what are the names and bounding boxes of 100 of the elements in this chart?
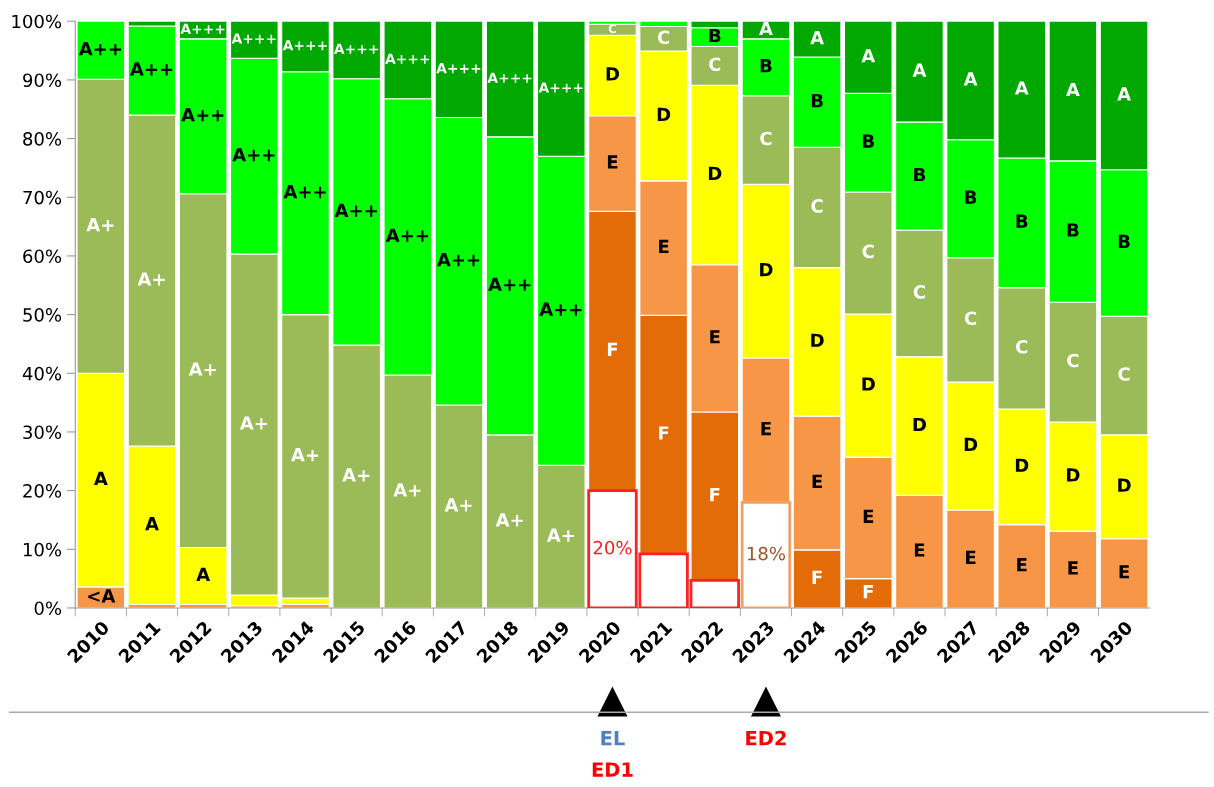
text: C <box>657 30 670 45</box>
text: A+ <box>342 468 370 482</box>
text: A <box>1014 81 1029 95</box>
text: A+ <box>393 483 421 497</box>
text: A+++ <box>538 82 583 93</box>
text: E <box>1068 561 1078 575</box>
text: A+++ <box>180 23 225 34</box>
y-tick-label: 60% <box>23 249 62 264</box>
text: A++ <box>436 253 480 267</box>
text: A+++ <box>487 72 532 83</box>
text: A+ <box>495 513 523 527</box>
y-tick-label: 70% <box>23 190 62 205</box>
series-label: A+ <box>86 218 114 232</box>
text: A++ <box>385 228 429 242</box>
text: A++ <box>129 62 173 76</box>
text: A <box>1117 87 1131 101</box>
text: E <box>1017 558 1027 572</box>
text: ED2 <box>746 730 786 746</box>
series-label: <A <box>88 589 116 603</box>
text: F <box>659 426 669 440</box>
y-tick-label: 80% <box>23 132 62 146</box>
text: D <box>657 107 671 121</box>
text: D <box>760 263 773 277</box>
text: A+ <box>137 272 165 286</box>
text: A+ <box>239 416 267 430</box>
text: B <box>965 190 977 204</box>
text: E <box>966 550 976 564</box>
text: B <box>1016 214 1028 228</box>
y-tick-label: 30% <box>23 425 62 440</box>
text: E <box>761 422 771 436</box>
text: D <box>862 377 875 391</box>
series-label: A <box>93 471 108 486</box>
text: E <box>812 474 822 488</box>
text: A+++ <box>282 40 327 51</box>
text: C <box>760 131 772 146</box>
text: D <box>913 417 926 432</box>
text: A++ <box>181 108 224 122</box>
text: D <box>811 333 824 347</box>
text: E <box>607 155 618 169</box>
text: F <box>812 570 822 584</box>
text: A <box>1066 82 1080 97</box>
text: A <box>196 567 211 581</box>
text: EL <box>601 730 625 746</box>
y-tick-label: 100% <box>12 14 62 29</box>
text: C <box>913 285 925 299</box>
text: A++ <box>232 148 275 162</box>
y-tick-label: 20% <box>23 484 62 498</box>
text: B <box>760 59 772 73</box>
text: B <box>863 134 874 148</box>
y-tick-label: 40% <box>22 366 62 381</box>
text: A+ <box>546 528 574 542</box>
text: D <box>708 166 722 180</box>
data-label: 20% <box>593 540 632 555</box>
text: C <box>964 311 977 326</box>
text: A++ <box>283 184 326 199</box>
y-tick-label: 50% <box>23 308 62 322</box>
series-label: A <box>759 21 773 36</box>
text: A <box>963 72 978 86</box>
text: E <box>914 543 925 557</box>
text: E <box>1119 565 1129 579</box>
text: A+ <box>188 362 216 376</box>
text: D <box>1015 458 1029 472</box>
text: ED1 <box>592 762 633 777</box>
text: C <box>709 57 721 72</box>
text: C <box>1118 367 1130 381</box>
series-label: B <box>709 28 721 43</box>
text: A++ <box>539 302 582 316</box>
series-label: C <box>608 24 616 34</box>
text: A++ <box>488 277 531 291</box>
text: D <box>1067 468 1080 482</box>
text: E <box>863 509 874 523</box>
y-tick-label: 0% <box>34 601 62 616</box>
text: A+ <box>444 498 472 512</box>
text: A <box>861 49 876 63</box>
text: C <box>1067 353 1079 368</box>
text: A+++ <box>385 53 430 64</box>
text: E <box>710 330 720 344</box>
data-label: 18% <box>747 546 786 561</box>
text: B <box>1067 223 1079 237</box>
text: C <box>811 199 823 213</box>
text: A+++ <box>436 63 481 74</box>
series-label: D <box>1118 478 1131 492</box>
text: D <box>606 67 620 81</box>
text: A+ <box>291 448 319 462</box>
text: F <box>710 488 720 502</box>
series-label: E <box>659 239 669 253</box>
text: A <box>145 517 159 531</box>
text: D <box>964 437 978 452</box>
series-label: F <box>863 585 873 599</box>
series-label: A+++ <box>333 43 378 54</box>
y-tick-label: 10% <box>23 542 62 557</box>
text: A <box>912 63 927 77</box>
text: B <box>914 167 926 182</box>
text: B <box>1118 234 1130 249</box>
text: A++ <box>334 203 377 217</box>
text: A <box>810 30 825 45</box>
text: C <box>1016 339 1028 354</box>
series-label: A++ <box>78 42 122 56</box>
text: A+++ <box>231 33 276 44</box>
y-tick-label: 90% <box>23 73 62 88</box>
